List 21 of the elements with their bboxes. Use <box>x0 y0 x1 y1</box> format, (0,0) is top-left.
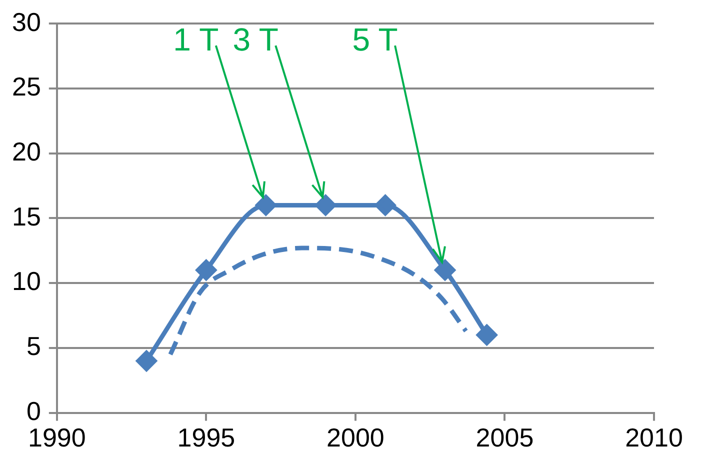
point <box>315 194 336 216</box>
annotation: 5 T <box>352 21 398 58</box>
y-tick-label: 30 <box>12 6 41 37</box>
y-tick-label: 10 <box>12 266 41 296</box>
line-series <box>168 246 468 357</box>
annotation: 1 T <box>173 21 219 58</box>
y-tick-label: 5 <box>26 331 41 362</box>
point <box>196 260 216 280</box>
point <box>256 194 276 216</box>
point <box>375 194 396 216</box>
x-tick-label: 1995 <box>177 422 236 453</box>
y-tick-label: 25 <box>12 72 41 102</box>
point <box>136 350 157 372</box>
y-tick-label: 20 <box>12 136 41 167</box>
x-tick-label: 2010 <box>625 422 683 453</box>
point <box>476 324 498 346</box>
x-tick-label: 2005 <box>476 422 534 453</box>
x-tick-label: 2000 <box>326 422 384 453</box>
point <box>434 260 456 280</box>
y-tick-label: 15 <box>12 201 41 232</box>
annotation: 3 T <box>232 21 278 58</box>
